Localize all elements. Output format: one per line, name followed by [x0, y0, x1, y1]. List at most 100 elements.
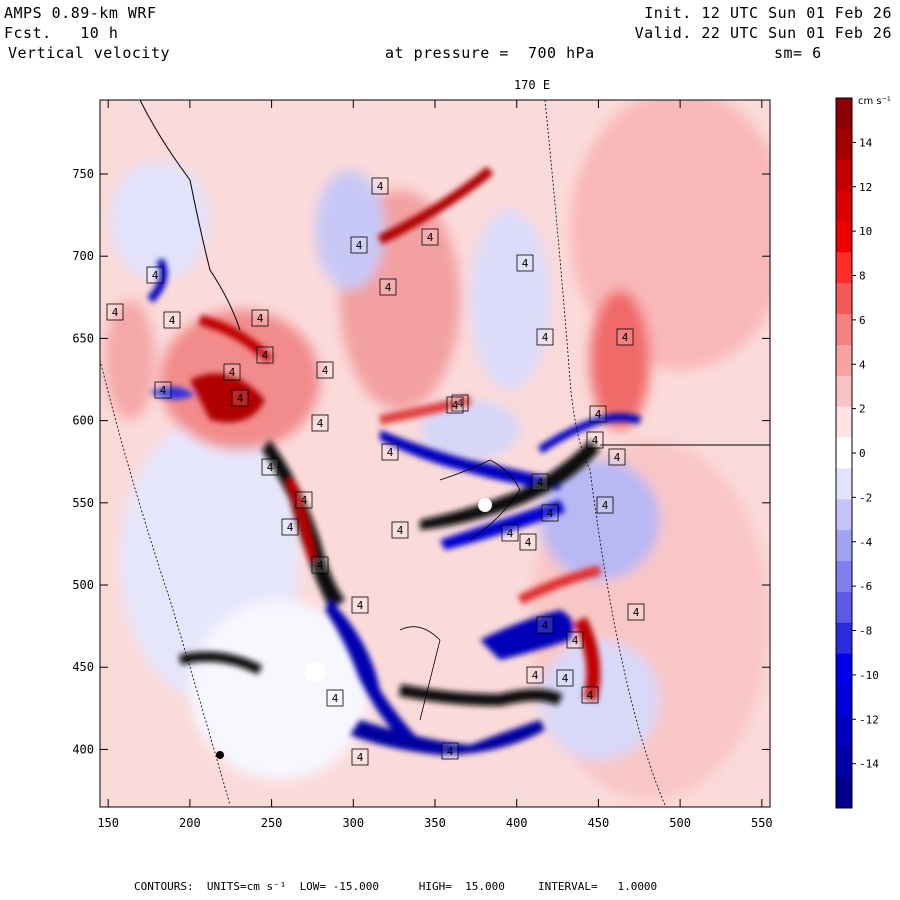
contour-label: 4 — [281, 518, 299, 536]
colorbar-segment — [836, 684, 852, 716]
colorbar-segment — [836, 159, 852, 192]
contour-label-text: 4 — [169, 314, 176, 327]
contour-label: 4 — [223, 363, 241, 381]
colorbar-segment — [836, 746, 852, 778]
contour-label-text: 4 — [452, 399, 459, 412]
contour-label: 4 — [371, 177, 389, 195]
contour-label: 4 — [566, 631, 584, 649]
contour-label-text: 4 — [525, 536, 532, 549]
contour-label: 4 — [421, 228, 439, 246]
contour-label-text: 4 — [507, 527, 514, 540]
valid-time: Valid. 22 UTC Sun 01 Feb 26 — [634, 24, 892, 42]
colorbar-label: -6 — [859, 580, 872, 593]
colorbar-segment — [836, 344, 852, 377]
contour-label: 4 — [316, 361, 334, 379]
colorbar-segment — [836, 499, 852, 531]
contour-label: 4 — [501, 524, 519, 542]
contour-label: 4 — [589, 405, 607, 423]
x-tick-label: 250 — [261, 816, 283, 830]
colorbar-segment — [836, 128, 852, 161]
colorbar-segment — [836, 653, 852, 686]
contour-label: 4 — [441, 742, 459, 760]
contour-label: 4 — [526, 666, 544, 684]
contour-label-text: 4 — [542, 331, 549, 344]
contour-label-text: 4 — [587, 689, 594, 702]
contour-label-text: 4 — [267, 461, 274, 474]
contour-label-text: 4 — [614, 451, 621, 464]
x-tick-label: 150 — [97, 816, 119, 830]
contour-label-text: 4 — [532, 669, 539, 682]
colorbar-segment — [836, 406, 852, 439]
colorbar-segment — [836, 98, 852, 130]
colorbar-unit: cm s⁻¹ — [858, 96, 891, 107]
contour-info: CONTOURS: UNITS=cm s⁻¹ LOW= -15.000 HIGH… — [134, 880, 658, 893]
contour-label-text: 4 — [633, 606, 640, 619]
contour-label-text: 4 — [262, 349, 269, 362]
contour-label: 4 — [519, 533, 537, 551]
contour-label: 4 — [616, 328, 634, 346]
y-tick-label: 450 — [72, 660, 94, 674]
velocity-field — [100, 100, 770, 807]
colorbar-label: 10 — [859, 225, 872, 238]
colorbar-segment — [836, 622, 852, 655]
contour-label-text: 4 — [160, 384, 167, 397]
contour-label-text: 4 — [457, 397, 464, 410]
contour-label-text: 4 — [427, 231, 434, 244]
contour-label-text: 4 — [301, 494, 308, 507]
contour-label: 4 — [146, 266, 164, 284]
init-time: Init. 12 UTC Sun 01 Feb 26 — [644, 4, 892, 22]
contour-label: 4 — [556, 669, 574, 687]
colorbar-segment — [836, 375, 852, 408]
pressure-level: at pressure = 700 hPa — [385, 44, 595, 62]
contour-label: 4 — [163, 311, 181, 329]
contour-label-text: 4 — [317, 417, 324, 430]
colorbar-label: -2 — [859, 491, 872, 504]
colorbar-label: -12 — [859, 713, 879, 726]
contour-label-text: 4 — [357, 599, 364, 612]
colorbar-segment — [836, 221, 852, 253]
y-tick-label: 550 — [72, 496, 94, 510]
colorbar-label: -10 — [859, 669, 879, 682]
contour-label: 4 — [351, 748, 369, 766]
x-tick-label: 550 — [751, 816, 773, 830]
smoothing-label: sm= 6 — [774, 44, 822, 62]
y-tick-label: 600 — [72, 414, 94, 428]
x-tick-label: 450 — [588, 816, 610, 830]
contour-label: 4 — [516, 254, 534, 272]
colorbar-segment — [836, 530, 852, 562]
colorbar-label: 6 — [859, 314, 866, 327]
colorbar-segment — [836, 468, 852, 500]
contour-label: 4 — [391, 521, 409, 539]
contour-label-text: 4 — [622, 331, 629, 344]
colorbar-label: 12 — [859, 181, 872, 194]
contour-label: 4 — [581, 686, 599, 704]
contour-label: 4 — [261, 458, 279, 476]
contour-label-text: 4 — [257, 312, 264, 325]
contour-label-text: 4 — [542, 619, 549, 632]
contour-label: 4 — [596, 496, 614, 514]
x-tick-label: 350 — [424, 816, 446, 830]
contour-label-text: 4 — [595, 408, 602, 421]
colorbar-label: 0 — [859, 447, 866, 460]
contour-label-text: 4 — [237, 392, 244, 405]
contour-label-text: 4 — [356, 239, 363, 252]
contour-label-text: 4 — [602, 499, 609, 512]
contour-label-text: 4 — [357, 751, 364, 764]
forecast-hour: Fcst. 10 h — [4, 24, 119, 42]
x-tick-label: 200 — [179, 816, 201, 830]
model-title: AMPS 0.89-km WRF — [4, 4, 157, 22]
contour-label-text: 4 — [522, 257, 529, 270]
contour-label: 4 — [541, 504, 559, 522]
contour-label: 4 — [379, 278, 397, 296]
contour-label: 4 — [251, 309, 269, 327]
contour-label: 4 — [311, 556, 329, 574]
contour-label: 4 — [231, 389, 249, 407]
contour-label: 4 — [608, 448, 626, 466]
colorbar-segment — [836, 715, 852, 747]
contour-label: 4 — [350, 236, 368, 254]
contour-label-text: 4 — [287, 521, 294, 534]
colorbar: 14 12 10 8 6 4 2 0 -2 -4 -6 -8 -10 -12 -14 — [835, 97, 879, 809]
contour-label-text: 4 — [397, 524, 404, 537]
contour-label: 4 — [326, 689, 344, 707]
